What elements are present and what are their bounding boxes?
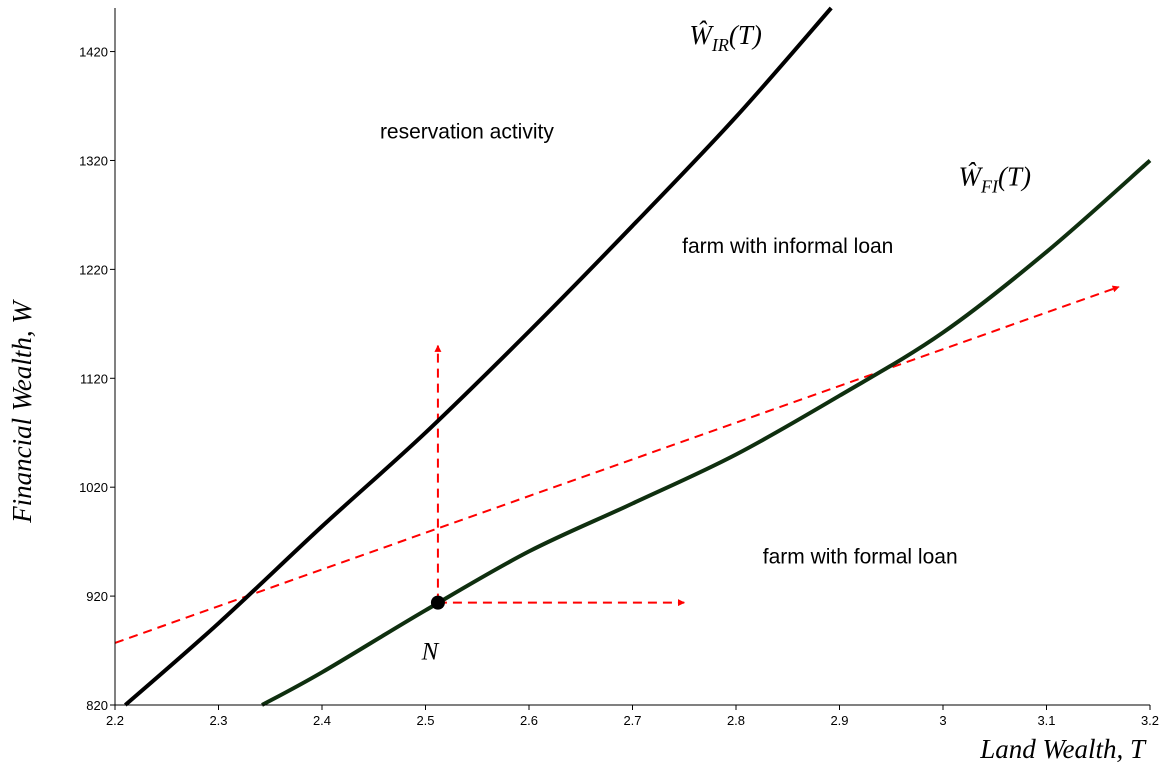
y-tick-label: 820 xyxy=(86,698,108,713)
series-layer xyxy=(123,6,1152,707)
curve-label-main: Ŵ xyxy=(959,162,984,192)
curve-label-main: Ŵ xyxy=(689,20,714,50)
x-tick-label: 3 xyxy=(939,713,946,728)
x-tick-label: 2.2 xyxy=(106,713,124,728)
x-tick-label: 2.7 xyxy=(623,713,641,728)
region-label: farm with informal loan xyxy=(682,235,893,258)
curve-label-subscript: FI xyxy=(980,177,999,197)
curve-label-suffix: (T) xyxy=(729,20,762,50)
curve-label-suffix: (T) xyxy=(998,162,1031,192)
x-ticks: 2.2 2.3 2.4 2.5 2.6 2.7 2.8 2.9 3 3.1 3.2 xyxy=(106,705,1159,728)
x-tick-label: 2.8 xyxy=(727,713,745,728)
x-tick-label: 2.4 xyxy=(313,713,331,728)
curve-label-ir: ŴIR(T) xyxy=(689,20,762,55)
x-tick-label: 2.3 xyxy=(209,713,227,728)
axes-layer xyxy=(114,8,1150,706)
x-tick-label: 2.6 xyxy=(520,713,538,728)
y-tick-label: 1220 xyxy=(79,262,108,277)
point-n-label: N xyxy=(421,639,440,666)
x-tick-label: 2.5 xyxy=(416,713,434,728)
annotations-layer: reservation activity farm with informal l… xyxy=(380,121,958,569)
x-axis-label: Land Wealth, T xyxy=(979,734,1147,764)
region-label: farm with formal loan xyxy=(763,545,958,568)
x-tick-label: 3.1 xyxy=(1037,713,1055,728)
y-axis-label: Financial Wealth, W xyxy=(7,299,37,524)
curve-label-fi: ŴFI(T) xyxy=(959,162,1032,197)
y-ticks: 820 920 1020 1120 1220 1320 1420 xyxy=(79,45,115,713)
arrows-layer xyxy=(114,285,1120,644)
curve-labels-layer: ŴIR(T)ŴFI(T) xyxy=(689,20,1031,197)
red-dashed-arrow xyxy=(114,285,1120,644)
x-tick-label: 2.9 xyxy=(830,713,848,728)
x-tick-label: 3.2 xyxy=(1141,713,1159,728)
series-line-ir xyxy=(123,6,833,707)
point-layer: N xyxy=(421,595,445,666)
y-tick-label: 1320 xyxy=(79,153,108,168)
curve-label-subscript: IR xyxy=(711,35,729,55)
y-tick-label: 1420 xyxy=(79,45,108,60)
y-tick-label: 1120 xyxy=(80,371,108,386)
y-tick-label: 1020 xyxy=(79,480,108,495)
y-tick-label: 920 xyxy=(86,589,108,604)
series-line-fi xyxy=(261,159,1152,707)
point-n-marker xyxy=(430,595,445,610)
region-label: reservation activity xyxy=(380,121,554,144)
